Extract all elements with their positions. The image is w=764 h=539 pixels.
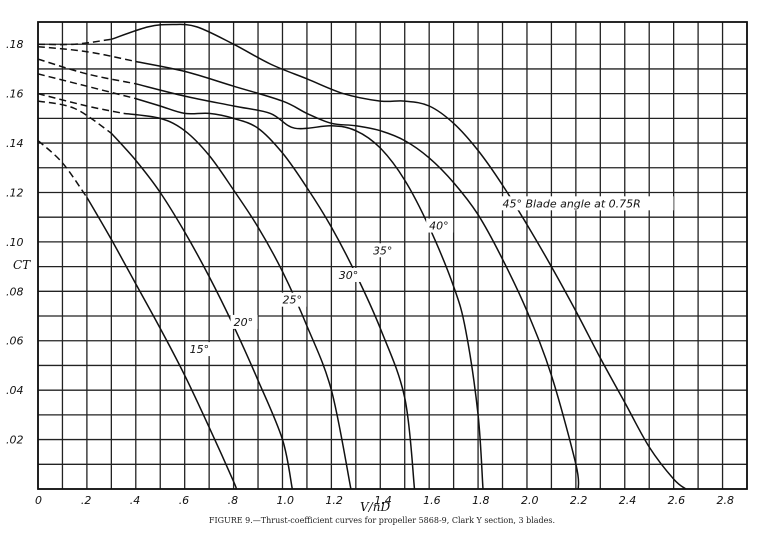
- axis-ticks: 0 .2 .4 .6 .8 1.0 1.2 1.4 1.6 1.8 2.0 2.2 2.4 2.6 2.8.…: [6, 38, 734, 507]
- curve-label: 25°: [282, 294, 302, 307]
- curve-label: 35°: [373, 244, 393, 257]
- curve-solid-segment: [135, 60, 580, 490]
- x-tick-label: .6: [179, 494, 190, 507]
- curve-label-bg: [279, 292, 307, 307]
- curve-label-bg: [335, 267, 363, 282]
- y-tick-label: .10: [6, 236, 24, 249]
- x-tick-label: 1.4: [374, 494, 392, 507]
- x-tick-label: 1.8: [472, 494, 490, 507]
- curve-series: [37, 23, 687, 490]
- curve-dashed-segment: [37, 92, 124, 115]
- curve-solid-segment: [123, 112, 352, 490]
- y-axis-label: CT: [13, 258, 31, 272]
- curve-label: 20°: [234, 316, 254, 329]
- x-tick-label: 2.6: [668, 494, 686, 507]
- curve-dashed-segment: [37, 38, 112, 46]
- x-tick-label: .4: [130, 494, 141, 507]
- curve-label-bg: [230, 314, 258, 329]
- curve-solid-segment: [86, 197, 238, 490]
- curve-label-bg: [426, 218, 454, 233]
- x-tick-label: 1.0: [276, 494, 294, 507]
- curve-dashed-segment: [37, 45, 136, 63]
- curve-label: 45° Blade angle at 0.75R: [503, 197, 641, 210]
- x-tick-label: 1.6: [423, 494, 441, 507]
- x-tick-label: .2: [81, 494, 92, 507]
- plot-frame: [37, 21, 748, 490]
- curve-dashed-segment: [37, 100, 112, 134]
- x-tick-label: 0: [35, 494, 42, 507]
- y-tick-label: .02: [6, 434, 24, 447]
- curve-dashed-segment: [37, 73, 136, 100]
- curve-label: 30°: [339, 269, 359, 282]
- y-tick-label: .08: [6, 285, 24, 298]
- curve-label-bg: [186, 342, 214, 357]
- x-axis-label: V/nD: [360, 500, 391, 514]
- x-tick-label: 2.8: [717, 494, 735, 507]
- y-tick-label: .18: [6, 38, 24, 51]
- y-tick-label: .16: [6, 88, 24, 101]
- plot-grid: [37, 21, 748, 490]
- y-tick-label: .14: [6, 137, 24, 150]
- curve-label: 40°: [429, 220, 449, 233]
- curve-label-bg: [369, 243, 397, 258]
- curve-dashed-segment: [37, 140, 88, 198]
- y-tick-label: .04: [6, 384, 24, 397]
- curve-solid-segment: [135, 83, 484, 490]
- curve-label: 15°: [190, 343, 210, 356]
- y-tick-label: .06: [6, 335, 24, 348]
- x-tick-label: 1.2: [325, 494, 343, 507]
- figure-caption: FIGURE 9.—Thrust-coefficient curves for …: [208, 516, 556, 525]
- curve-solid-segment: [110, 132, 294, 490]
- x-tick-label: 2.4: [619, 494, 637, 507]
- curve-solid-segment: [135, 97, 416, 490]
- curve-label-bg: [499, 196, 674, 211]
- x-tick-label: 2.2: [570, 494, 588, 507]
- x-tick-label: 2.0: [521, 494, 539, 507]
- curve-labels: 15° 20° 25° 30° 35° 40° 45° Blade angle at 0.7…: [186, 196, 674, 357]
- x-tick-label: .8: [228, 494, 239, 507]
- curve-dashed-segment: [37, 58, 136, 85]
- curve-solid-segment: [111, 23, 687, 490]
- y-tick-label: .12: [6, 186, 24, 199]
